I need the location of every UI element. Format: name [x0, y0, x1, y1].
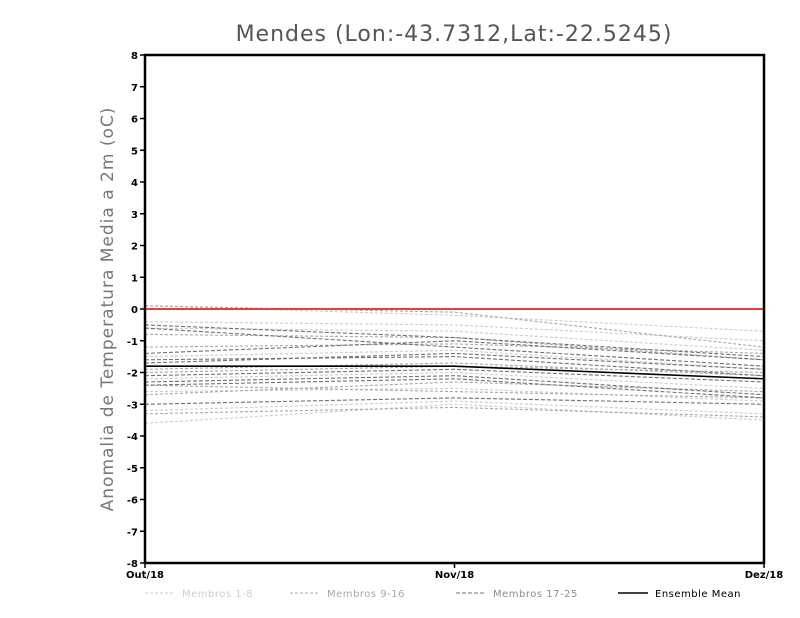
plot-area	[143, 53, 766, 565]
y-tick-label: 1	[131, 273, 138, 284]
member-line-m7	[144, 371, 765, 389]
member-line-m12	[144, 333, 765, 361]
member-line-m22	[144, 375, 765, 396]
member-line-m8	[144, 327, 765, 351]
member-line-m11	[144, 384, 765, 399]
x-tick-label: Dez/18	[745, 570, 784, 581]
y-tick-label: -2	[127, 369, 138, 380]
y-tick-label: 0	[131, 305, 138, 316]
member-line-m13	[144, 362, 765, 377]
y-tick-label: -6	[127, 496, 138, 507]
y-tick-label: 3	[131, 210, 138, 221]
member-line-m15	[144, 343, 765, 354]
member-line-m5	[144, 387, 765, 402]
y-tick-label: 2	[131, 242, 138, 253]
x-tick-label: Nov/18	[435, 570, 474, 581]
member-line-m9	[144, 305, 765, 348]
x-tick-label: Out/18	[126, 570, 164, 581]
member-line-m3	[144, 400, 765, 415]
ensemble-mean-line	[145, 365, 765, 380]
member-line-m16	[144, 365, 765, 374]
member-line-m19	[144, 340, 765, 361]
legend-label-3: Membros 17-25	[493, 589, 578, 600]
y-tick-label: -1	[127, 337, 138, 348]
member-line-m17	[144, 324, 765, 358]
member-line-m1	[144, 305, 765, 332]
member-line-m18	[144, 327, 765, 367]
y-tick-label: 4	[131, 178, 138, 189]
member-line-m21	[144, 368, 765, 383]
member-line-m25	[144, 352, 765, 370]
member-line-m23	[144, 397, 765, 405]
y-tick-label: 5	[131, 146, 138, 157]
y-tick-label: 7	[131, 83, 138, 94]
y-tick-label: -5	[127, 464, 138, 475]
y-tick-label: -4	[127, 432, 138, 443]
member-line-m6	[144, 349, 765, 370]
y-tick-label: -8	[127, 559, 138, 570]
member-line-m2	[144, 403, 765, 424]
y-tick-label: 6	[131, 115, 138, 126]
member-line-m20	[144, 356, 765, 377]
chart-title: Mendes (Lon:-43.7312,Lat:-22.5245)	[236, 22, 673, 47]
y-axis-label: Anomalia de Temperatura Media a 2m (oC)	[98, 107, 118, 512]
member-line-m10	[144, 406, 765, 418]
legend: Membros 1-8 Membros 9-16 Membros 17-25 Ense…	[145, 589, 741, 600]
legend-label-1: Membros 1-8	[182, 589, 253, 600]
legend-label-2: Membros 9-16	[327, 589, 405, 600]
y-tick-label: 8	[131, 51, 138, 62]
y-tick-label: -7	[127, 527, 138, 538]
legend-label-4: Ensemble Mean	[655, 589, 741, 600]
member-line-m24	[144, 378, 765, 399]
y-tick-label: -3	[127, 400, 138, 411]
